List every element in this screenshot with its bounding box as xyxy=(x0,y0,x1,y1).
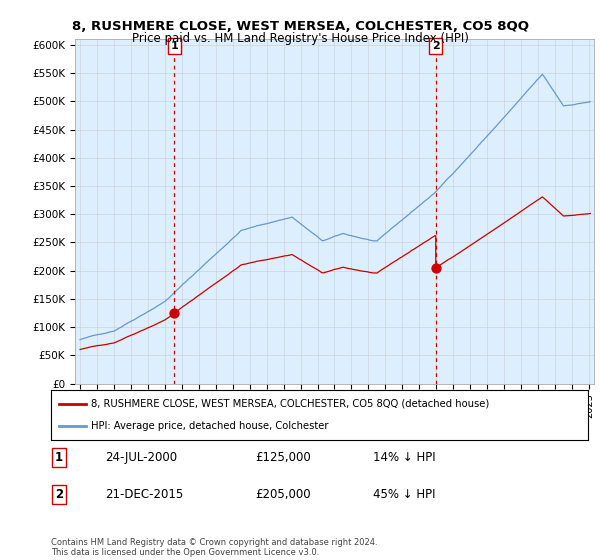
Text: 8, RUSHMERE CLOSE, WEST MERSEA, COLCHESTER, CO5 8QQ: 8, RUSHMERE CLOSE, WEST MERSEA, COLCHEST… xyxy=(71,20,529,32)
Text: £205,000: £205,000 xyxy=(255,488,311,501)
Text: 1: 1 xyxy=(170,41,178,51)
Text: 8, RUSHMERE CLOSE, WEST MERSEA, COLCHESTER, CO5 8QQ (detached house): 8, RUSHMERE CLOSE, WEST MERSEA, COLCHEST… xyxy=(91,399,490,409)
Text: 14% ↓ HPI: 14% ↓ HPI xyxy=(373,451,436,464)
Text: 45% ↓ HPI: 45% ↓ HPI xyxy=(373,488,436,501)
Text: 24-JUL-2000: 24-JUL-2000 xyxy=(105,451,177,464)
Text: Price paid vs. HM Land Registry's House Price Index (HPI): Price paid vs. HM Land Registry's House … xyxy=(131,32,469,45)
Text: Contains HM Land Registry data © Crown copyright and database right 2024.
This d: Contains HM Land Registry data © Crown c… xyxy=(51,538,377,557)
Text: HPI: Average price, detached house, Colchester: HPI: Average price, detached house, Colc… xyxy=(91,421,329,431)
Point xyxy=(431,263,440,272)
Text: 2: 2 xyxy=(432,41,440,51)
Text: 2: 2 xyxy=(55,488,63,501)
Point xyxy=(170,309,179,318)
Text: £125,000: £125,000 xyxy=(255,451,311,464)
Text: 21-DEC-2015: 21-DEC-2015 xyxy=(105,488,183,501)
Text: 1: 1 xyxy=(55,451,63,464)
